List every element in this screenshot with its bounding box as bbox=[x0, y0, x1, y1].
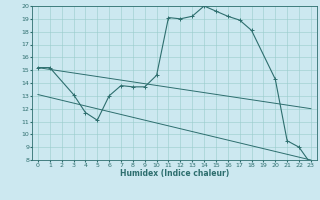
X-axis label: Humidex (Indice chaleur): Humidex (Indice chaleur) bbox=[120, 169, 229, 178]
